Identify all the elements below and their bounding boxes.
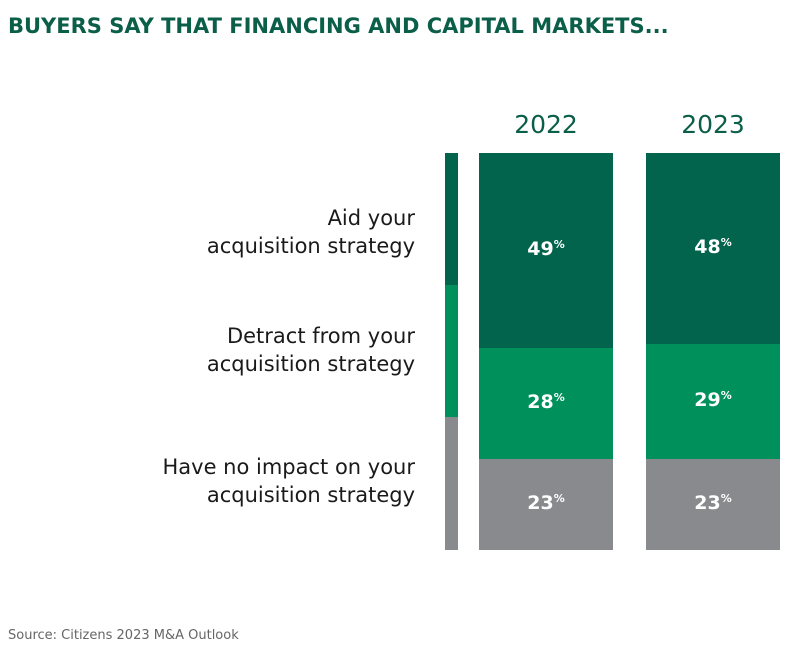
bar-segment-2023-3 xyxy=(646,458,780,550)
source-note: Source: Citizens 2023 M&A Outlook xyxy=(8,628,239,643)
year-label-2022: 2022 xyxy=(514,110,578,139)
series-label-1: Aid your acquisition strategy xyxy=(206,206,415,258)
legend-swatch-1 xyxy=(445,153,458,285)
data-label-2023-1: 48% xyxy=(694,236,732,259)
year-label-2023: 2023 xyxy=(681,110,745,139)
data-label-2022-1: 49% xyxy=(527,238,565,261)
legend-swatch-2 xyxy=(445,285,458,417)
chart-title: BUYERS SAY THAT FINANCING AND CAPITAL MA… xyxy=(8,14,669,38)
series-label-3: Have no impact on your acquisition strate… xyxy=(162,455,415,507)
series-label-2: Detract from your acquisition strategy xyxy=(206,324,415,376)
bar-segment-2023-1 xyxy=(646,153,780,344)
data-label-2023-3: 23% xyxy=(694,492,732,515)
bar-segment-2022-2 xyxy=(479,347,613,459)
data-label-2023-2: 29% xyxy=(694,389,732,412)
bar-segment-2023-2 xyxy=(646,343,780,459)
data-label-2022-3: 23% xyxy=(527,492,565,515)
bar-segment-2022-3 xyxy=(479,458,613,550)
legend-swatch-3 xyxy=(445,417,458,550)
bar-segment-2022-1 xyxy=(479,153,613,348)
data-label-2022-2: 28% xyxy=(527,391,565,414)
